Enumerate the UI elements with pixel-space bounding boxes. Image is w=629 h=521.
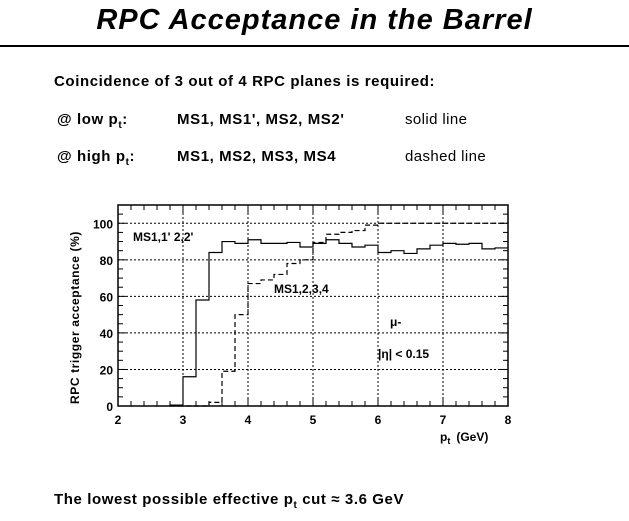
plot-frame bbox=[117, 204, 509, 407]
x-tick-label: 8 bbox=[505, 413, 512, 427]
high-pt-text: @ high p bbox=[57, 148, 126, 165]
high-pt-style: dashed line bbox=[405, 148, 487, 165]
low-pt-colon: : bbox=[122, 111, 128, 128]
x-tick-label: 3 bbox=[180, 413, 187, 427]
y-tick-label: 40 bbox=[100, 327, 114, 341]
series-high-pt-dashed bbox=[170, 222, 508, 407]
x-axis-label-main: p bbox=[440, 430, 447, 444]
x-axis-label-unit: (GeV) bbox=[456, 430, 488, 444]
low-pt-sub: t bbox=[118, 120, 123, 131]
x-axis-label-sub: t bbox=[447, 436, 450, 446]
high-pt-colon: : bbox=[129, 148, 136, 165]
y-axis-label: RPC trigger acceptance (%) bbox=[68, 231, 82, 404]
x-tick-label: 5 bbox=[310, 413, 317, 427]
page-title: RPC Acceptance in the Barrel bbox=[96, 4, 533, 36]
series-low-pt-solid bbox=[169, 239, 508, 406]
high-pt-label: @ high pt: bbox=[57, 148, 135, 168]
title-divider bbox=[0, 45, 629, 47]
low-pt-label: @ low pt: bbox=[57, 111, 128, 131]
footer-text: The lowest possible effective p bbox=[54, 491, 294, 508]
footer-note: The lowest possible effective pt cut ≈ 3… bbox=[54, 491, 404, 511]
y-tick-label: 60 bbox=[100, 290, 114, 304]
coincidence-text: Coincidence of 3 out of 4 RPC planes is … bbox=[54, 73, 436, 90]
annotation-eta: |η| < 0.15 bbox=[378, 347, 429, 361]
x-tick-label: 7 bbox=[440, 413, 447, 427]
low-pt-style: solid line bbox=[405, 111, 468, 128]
y-tick-label: 20 bbox=[100, 363, 114, 377]
footer-sub: t bbox=[293, 500, 298, 511]
high-pt-planes: MS1, MS2, MS3, MS4 bbox=[177, 148, 337, 165]
x-tick-label: 6 bbox=[375, 413, 382, 427]
low-pt-text: @ low p bbox=[57, 111, 119, 128]
y-tick-label: 80 bbox=[100, 254, 114, 268]
high-pt-sub: t bbox=[125, 157, 130, 168]
y-tick-label: 0 bbox=[106, 400, 113, 414]
low-pt-planes: MS1, MS1', MS2, MS2' bbox=[177, 111, 345, 128]
x-tick-label: 2 bbox=[115, 413, 122, 427]
annotation-solid: MS1,1' 2,2' bbox=[133, 230, 194, 244]
x-axis-label: pt (GeV) bbox=[440, 430, 488, 446]
y-tick-label: 100 bbox=[93, 217, 113, 231]
x-tick-label: 4 bbox=[245, 413, 252, 427]
annotation-particle: μ- bbox=[390, 315, 401, 329]
series bbox=[169, 222, 508, 407]
annotation-dashed: MS1,2,3,4 bbox=[274, 282, 329, 296]
footer-rest: cut ≈ 3.6 GeV bbox=[297, 491, 405, 508]
